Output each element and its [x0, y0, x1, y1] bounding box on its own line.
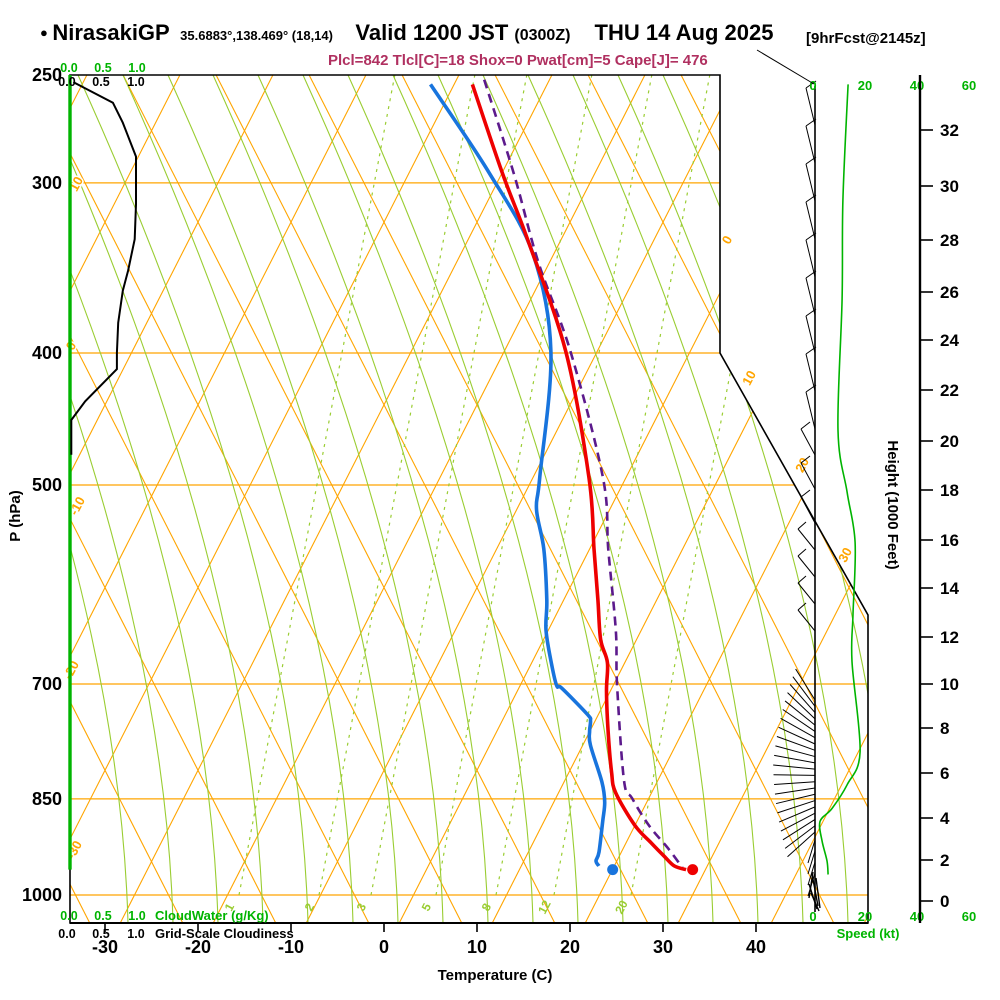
header-title: ● NirasakiGP 35.6883°,138.469° (18,14) V… [40, 20, 773, 46]
valid-date: THU 14 Aug 2025 [588, 20, 774, 45]
chart-label: 0.0 [60, 909, 77, 923]
chart-label: 20 [940, 432, 959, 451]
surface-temperature-dot [687, 864, 699, 876]
wind-barbs [773, 80, 821, 912]
mixing-ratio-label: 12 [535, 898, 554, 917]
mixing-ratio-lines [238, 75, 788, 896]
chart-label: 60 [962, 909, 976, 924]
chart-label: 20 [858, 78, 872, 93]
chart-label: 10 [940, 675, 959, 694]
chart-label: 60 [962, 78, 976, 93]
chart-label: 400 [32, 343, 62, 363]
chart-label: 0 [809, 78, 816, 93]
chart-label: 4 [940, 809, 950, 828]
chart-label: 1.0 [128, 909, 145, 923]
chart-label: 1.0 [127, 927, 144, 941]
chart-label: 0.5 [92, 927, 109, 941]
chart-label: 16 [940, 531, 959, 550]
valid-time-z: (0300Z) [514, 27, 571, 44]
chart-label: Temperature (C) [438, 967, 553, 984]
pressure-axis-label: P (hPa) [7, 490, 24, 541]
chart-label: 1.0 [128, 61, 145, 75]
wind-speed-curve [818, 84, 861, 875]
chart-label: 20 [858, 909, 872, 924]
temperature-axis: -30 -20 -10 0 10 20 30 40 Temperature (C) [70, 922, 868, 984]
chart-label: 20 [560, 937, 580, 957]
chart-label: 700 [32, 674, 62, 694]
isotherm-label: 0 [719, 233, 736, 246]
chart-label: 0.5 [92, 75, 109, 89]
chart-label: 1.0 [127, 75, 144, 89]
chart-label: 18 [940, 481, 959, 500]
station-coordinates: 35.6883°,138.469° (18,14) [180, 28, 333, 43]
chart-label: 40 [746, 937, 766, 957]
dewpoint-curve [429, 83, 607, 867]
chart-label: 30 [653, 937, 673, 957]
mixing-ratio-label: 5 [419, 901, 435, 914]
chart-label: 0.0 [60, 61, 77, 75]
chart-label: 500 [32, 475, 62, 495]
cloudiness-scale-label: Grid-Scale Cloudiness [155, 926, 294, 941]
chart-label: 30 [940, 177, 959, 196]
surface-dots [607, 864, 699, 876]
mixing-ratio-label: 8 [479, 901, 495, 914]
chart-label: -10 [278, 937, 304, 957]
chart-label: 26 [940, 283, 959, 302]
chart-label: 12 [940, 628, 959, 647]
forecast-pointer-line [756, 49, 815, 85]
chart-label: 40 [910, 909, 924, 924]
chart-label: 14 [940, 579, 959, 598]
chart-label: 2 [940, 851, 949, 870]
chart-label: 0 [809, 909, 816, 924]
chart-label: 32 [940, 121, 959, 140]
mixing-ratio-labels: 1 2 3 5 8 12 20 [222, 898, 631, 917]
chart-label: -20 [185, 937, 211, 957]
chart-label: 40 [910, 78, 924, 93]
grid-lines [70, 75, 868, 923]
mixing-ratio-label: 2 [302, 901, 318, 914]
forecast-tag: [9hrFcst@2145z] [806, 30, 926, 47]
cloudwater-scale-label: CloudWater (g/Kg) [155, 908, 269, 923]
cloudiness-curve [70, 81, 137, 455]
chart-label: 300 [32, 173, 62, 193]
chart-label: 0.0 [58, 927, 75, 941]
mixing-ratio-label: 20 [612, 898, 631, 917]
chart-label: 1000 [22, 885, 62, 905]
moist-adiabat-lines [70, 75, 868, 923]
chart-label: 0 [940, 892, 949, 911]
isotherm-label: 10 [739, 368, 759, 388]
chart-label: 8 [940, 719, 949, 738]
surface-dewpoint-dot [607, 864, 619, 876]
chart-label: Speed (kt) [837, 926, 900, 941]
parcel-curve [482, 79, 684, 869]
pressure-gridlines [70, 182, 868, 896]
chart-label: -30 [92, 937, 118, 957]
station-bullet-icon: ● [40, 25, 48, 40]
cloud-scales: 0.00.00.50.51.01.00.00.00.50.51.01.0Clou… [58, 61, 293, 941]
chart-label: 0.5 [94, 61, 111, 75]
chart-label: 24 [940, 331, 959, 350]
chart-label: 22 [940, 381, 959, 400]
temperature-curve [470, 83, 687, 872]
chart-label: 0.0 [58, 75, 75, 89]
valid-time: Valid 1200 JST [355, 20, 515, 45]
chart-label: 0 [379, 937, 389, 957]
chart-label: 28 [940, 231, 959, 250]
mixing-ratio-label: 3 [354, 901, 370, 914]
isotherm-label: -30 [63, 838, 85, 862]
chart-label: 850 [32, 789, 62, 809]
chart-label: 250 [32, 65, 62, 85]
chart-label: 0.5 [94, 909, 111, 923]
station-name: NirasakiGP [52, 20, 170, 45]
chart-label: 10 [467, 937, 487, 957]
pressure-axis: 250 300 400 500 700 850 1000 P (hPa) [7, 65, 62, 905]
chart-label: 6 [940, 764, 949, 783]
height-axis-label: Height (1000 Feet) [884, 440, 901, 569]
sounding-parameters: Plcl=842 Tlcl[C]=18 Shox=0 Pwat[cm]=5 Ca… [328, 52, 708, 69]
